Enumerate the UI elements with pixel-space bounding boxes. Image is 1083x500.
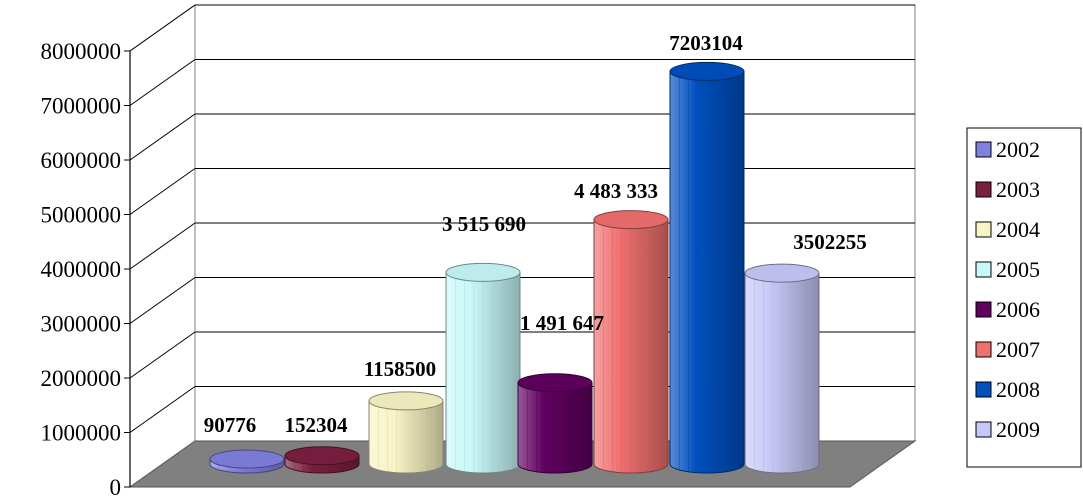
legend-item-2002: 2002 — [975, 137, 1040, 162]
y-tick-label: 5000000 — [41, 203, 122, 228]
bar-top — [669, 61, 745, 81]
legend-swatch — [975, 301, 992, 318]
legend-label: 2005 — [996, 257, 1040, 282]
gridline — [129, 113, 196, 161]
gridline — [129, 4, 196, 52]
legend-item-2004: 2004 — [975, 217, 1040, 242]
data-label-2008: 7203104 — [669, 31, 743, 55]
y-tick-label: 6000000 — [41, 148, 122, 173]
bar-2004 — [368, 391, 444, 474]
legend-swatch — [975, 341, 992, 358]
y-tick-label: 7000000 — [41, 94, 122, 119]
bar-2009 — [744, 263, 820, 474]
bar-top — [517, 373, 593, 393]
legend-item-2005: 2005 — [975, 257, 1040, 282]
bar-2007 — [593, 210, 669, 474]
bars — [209, 61, 820, 474]
legend-item-2009: 2009 — [975, 417, 1040, 442]
legend-item-2008: 2008 — [975, 377, 1040, 402]
legend-swatch — [975, 181, 992, 198]
bar-top — [368, 391, 444, 411]
legend-label: 2008 — [996, 377, 1040, 402]
y-tick-label: 1000000 — [41, 421, 122, 446]
legend-swatch — [975, 221, 992, 238]
bar-2003 — [284, 446, 360, 474]
bar-2005 — [445, 262, 521, 474]
legend-label: 2009 — [996, 417, 1040, 442]
data-label-2009: 3502255 — [793, 230, 867, 254]
y-tick-label: 0 — [110, 475, 122, 500]
legend-swatch — [975, 261, 992, 278]
y-tick-label: 3000000 — [41, 312, 122, 337]
bar-top — [744, 263, 820, 283]
y-tick-label: 2000000 — [41, 366, 122, 391]
legend-label: 2006 — [996, 297, 1040, 322]
data-labels: 90776 152304 1158500 3 515 690 1 491 647 4 48… — [204, 31, 867, 437]
bar-top — [209, 449, 285, 469]
bar-2006 — [517, 373, 593, 474]
bar-2002 — [209, 449, 285, 474]
data-label-2004: 1158500 — [364, 357, 436, 381]
legend-label: 2002 — [996, 137, 1040, 162]
gridline — [129, 277, 196, 324]
data-label-2002: 90776 — [204, 413, 257, 437]
legend-item-2007: 2007 — [975, 337, 1040, 362]
legend-label: 2007 — [996, 337, 1040, 362]
gridline — [129, 59, 196, 106]
legend-swatch — [975, 141, 992, 158]
legend-swatch — [975, 421, 992, 438]
legend-item-2006: 2006 — [975, 297, 1040, 322]
data-label-2003: 152304 — [285, 413, 349, 437]
gridline — [129, 168, 196, 215]
data-label-2006: 1 491 647 — [520, 311, 604, 335]
data-label-2007: 4 483 333 — [574, 179, 658, 203]
bar-2008 — [669, 61, 745, 474]
data-label-2005: 3 515 690 — [442, 212, 526, 236]
legend: 2002 2003 2004 2005 2006 2007 2008 2009 — [966, 127, 1082, 468]
y-tick-label: 8000000 — [41, 39, 122, 64]
legend-label: 2003 — [996, 177, 1040, 202]
bar-top — [445, 262, 521, 282]
gridline — [129, 386, 196, 433]
legend-label: 2004 — [996, 217, 1040, 242]
gridline — [129, 331, 196, 379]
legend-item-2003: 2003 — [975, 177, 1040, 202]
legend-swatch — [975, 381, 992, 398]
bar-top — [284, 446, 360, 466]
y-tick-label: 4000000 — [41, 257, 122, 282]
bar-top — [593, 210, 669, 230]
gridline — [129, 222, 196, 270]
